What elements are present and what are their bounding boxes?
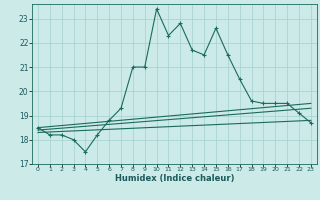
- X-axis label: Humidex (Indice chaleur): Humidex (Indice chaleur): [115, 174, 234, 183]
